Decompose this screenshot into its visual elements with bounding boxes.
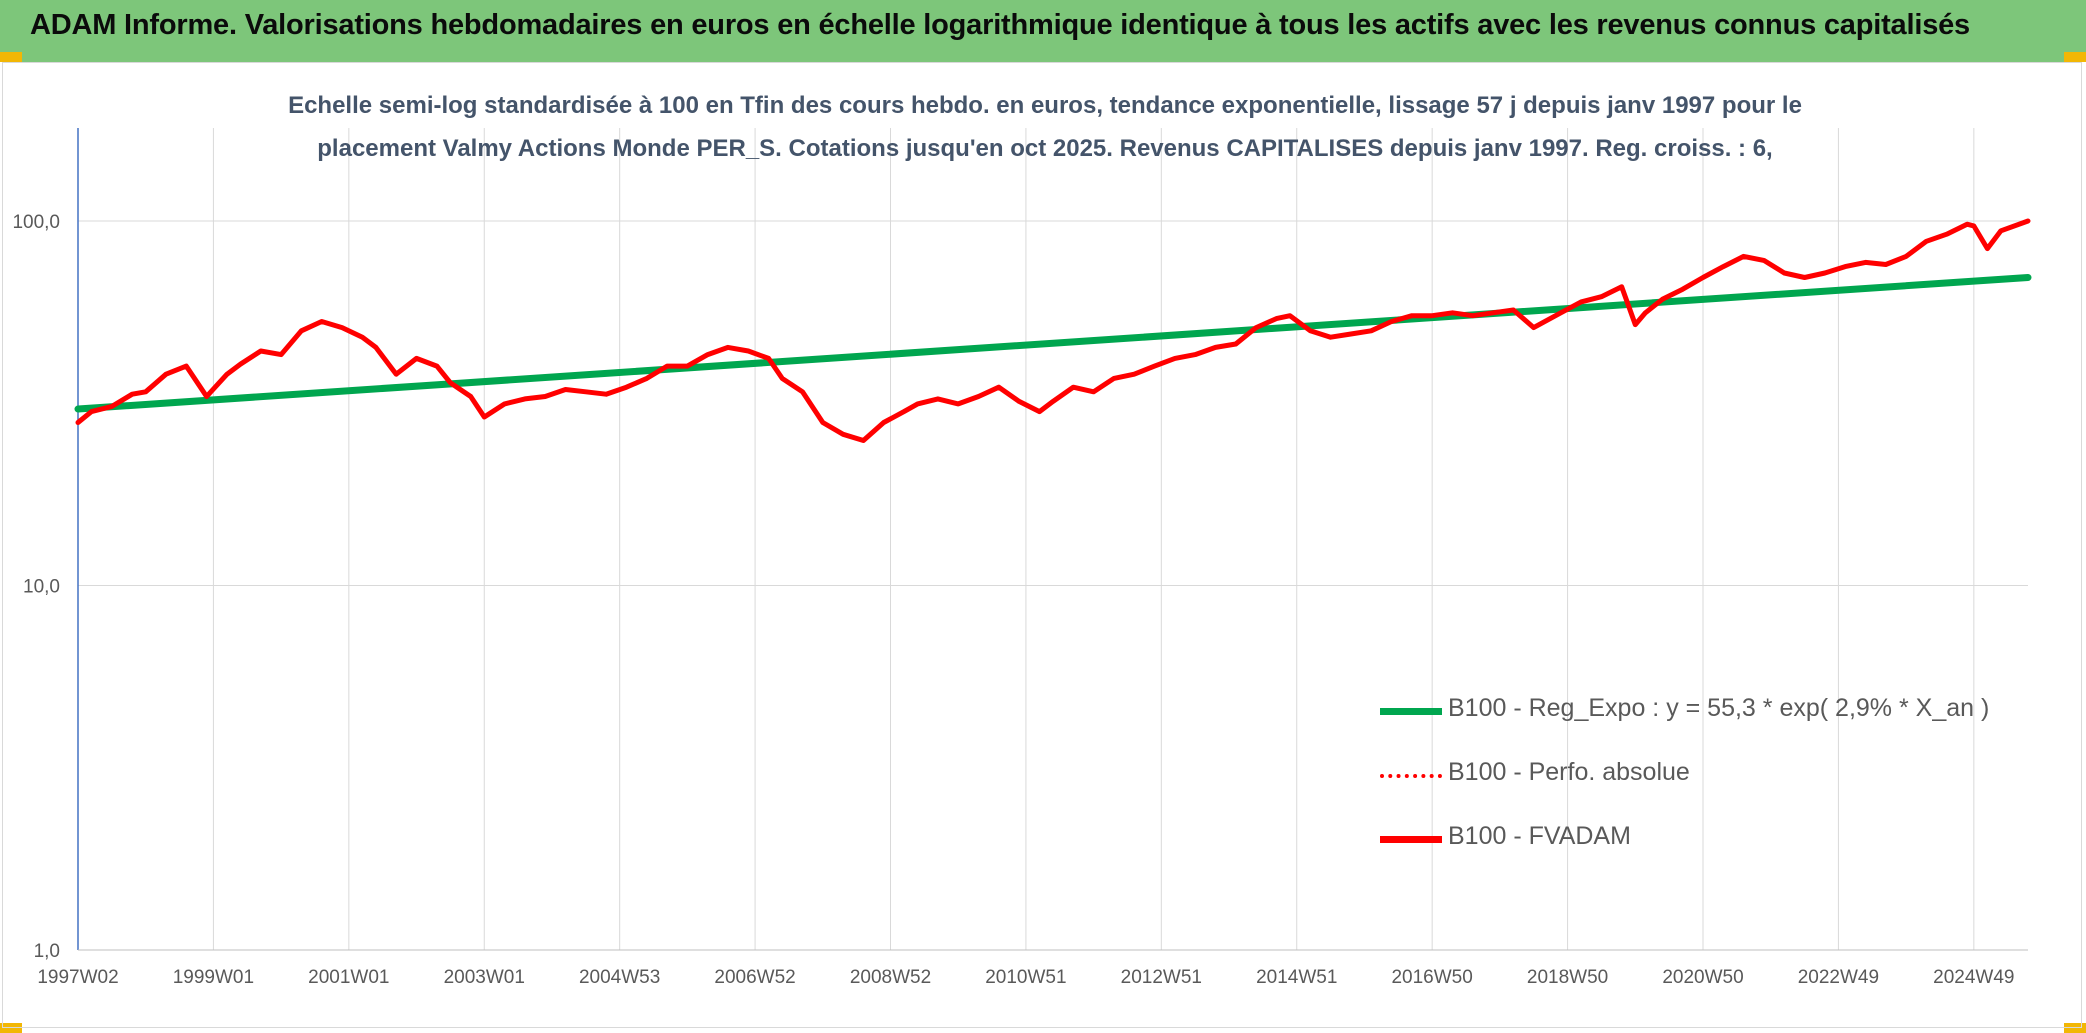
legend-swatch-perfo-absolue — [1380, 774, 1442, 778]
x-tick-label: 2022W49 — [1798, 967, 1879, 988]
chart-title-line-1: Echelle semi-log standardisée à 100 en T… — [288, 92, 1802, 119]
series-line-fvadam — [75, 218, 2031, 443]
corner-marker-bottom-left — [0, 1023, 22, 1033]
x-tick-label: 2018W50 — [1527, 967, 1608, 988]
report-title: ADAM Informe. Valorisations hebdomadaire… — [30, 9, 1970, 41]
chart-title-line-2: placement Valmy Actions Monde PER_S. Cot… — [317, 135, 1773, 162]
series-line-reg-expo — [74, 274, 2032, 413]
y-tick-label: 10,0 — [23, 577, 60, 598]
x-tick-label: 2020W50 — [1662, 967, 1743, 988]
x-tick-label: 2001W01 — [308, 967, 389, 988]
x-tick-label: 2008W52 — [850, 967, 931, 988]
x-tick-label: 2010W51 — [985, 967, 1066, 988]
corner-marker-top-right — [2064, 52, 2086, 62]
x-tick-label: 1999W01 — [173, 967, 254, 988]
y-tick-label: 1,0 — [34, 941, 60, 962]
x-tick-label: 2016W50 — [1391, 967, 1472, 988]
x-tick-label: 2024W49 — [1933, 967, 2014, 988]
x-tick-label: 2006W52 — [714, 967, 795, 988]
title-banner: ADAM Informe. Valorisations hebdomadaire… — [0, 0, 2086, 62]
legend-swatch-fvadam — [1380, 836, 1442, 843]
x-tick-label: 2003W01 — [444, 967, 525, 988]
legend-label-fvadam: B100 - FVADAM — [1448, 822, 1631, 850]
corner-marker-top-left — [0, 52, 22, 62]
x-tick-label: 1997W02 — [37, 967, 118, 988]
legend-label-perfo-absolue: B100 - Perfo. absolue — [1448, 758, 1690, 786]
x-tick-label: 2014W51 — [1256, 967, 1337, 988]
y-tick-label: 100,0 — [12, 212, 60, 233]
x-tick-label: 2012W51 — [1121, 967, 1202, 988]
legend-label-reg-expo: B100 - Reg_Expo : y = 55,3 * exp( 2,9% *… — [1448, 694, 1990, 722]
legend-swatch-reg-expo — [1380, 708, 1442, 715]
x-tick-label: 2004W53 — [579, 967, 660, 988]
corner-marker-bottom-right — [2064, 1023, 2086, 1033]
chart-frame — [2, 62, 2082, 1028]
